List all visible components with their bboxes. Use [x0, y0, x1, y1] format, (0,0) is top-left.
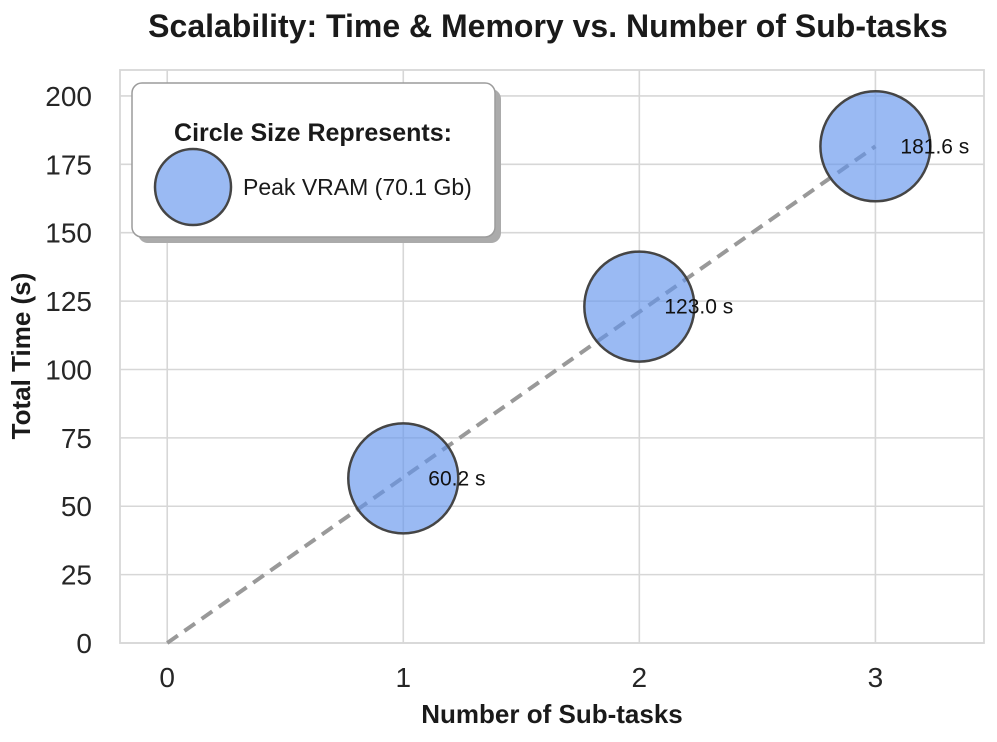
y-axis-title: Total Time (s): [6, 273, 36, 440]
legend-title: Circle Size Represents:: [174, 119, 452, 147]
y-tick-label: 25: [61, 560, 92, 591]
ticks-layer: 0 25 50 75 100 125 150 175 200 0 1 2 3: [45, 81, 883, 693]
data-bubble: [583, 250, 696, 363]
y-tick-label: 125: [45, 286, 92, 317]
y-tick-label: 175: [45, 149, 92, 180]
x-tick-label: 2: [632, 662, 648, 693]
point-label: 123.0 s: [664, 296, 733, 319]
trend-line: [166, 144, 877, 645]
legend-label: Peak VRAM (70.1 Gb): [243, 174, 472, 200]
point-label: 181.6 s: [900, 135, 969, 158]
x-axis-title: Number of Sub-tasks: [421, 699, 683, 729]
y-tick-label: 200: [45, 81, 92, 112]
y-tick-label: 150: [45, 218, 92, 249]
data-bubble: [819, 90, 932, 203]
y-tick-label: 100: [45, 354, 92, 385]
x-tick-label: 3: [868, 662, 884, 693]
trend-layer: [166, 144, 877, 645]
points-layer: 60.2 s 123.0 s 181.6 s: [347, 90, 969, 535]
chart-title: Scalability: Time & Memory vs. Number of…: [148, 8, 948, 44]
x-tick-label: 0: [159, 662, 175, 693]
point-label: 60.2 s: [428, 467, 485, 490]
plot-border: [119, 69, 985, 644]
x-tick-label: 1: [395, 662, 411, 693]
y-tick-label: 0: [76, 628, 92, 659]
data-bubble: [347, 422, 460, 535]
y-tick-label: 50: [61, 491, 92, 522]
y-tick-label: 75: [61, 423, 92, 454]
legend: Circle Size Represents: Peak VRAM (70.1 …: [131, 82, 501, 243]
legend-circle-icon: [153, 147, 233, 227]
